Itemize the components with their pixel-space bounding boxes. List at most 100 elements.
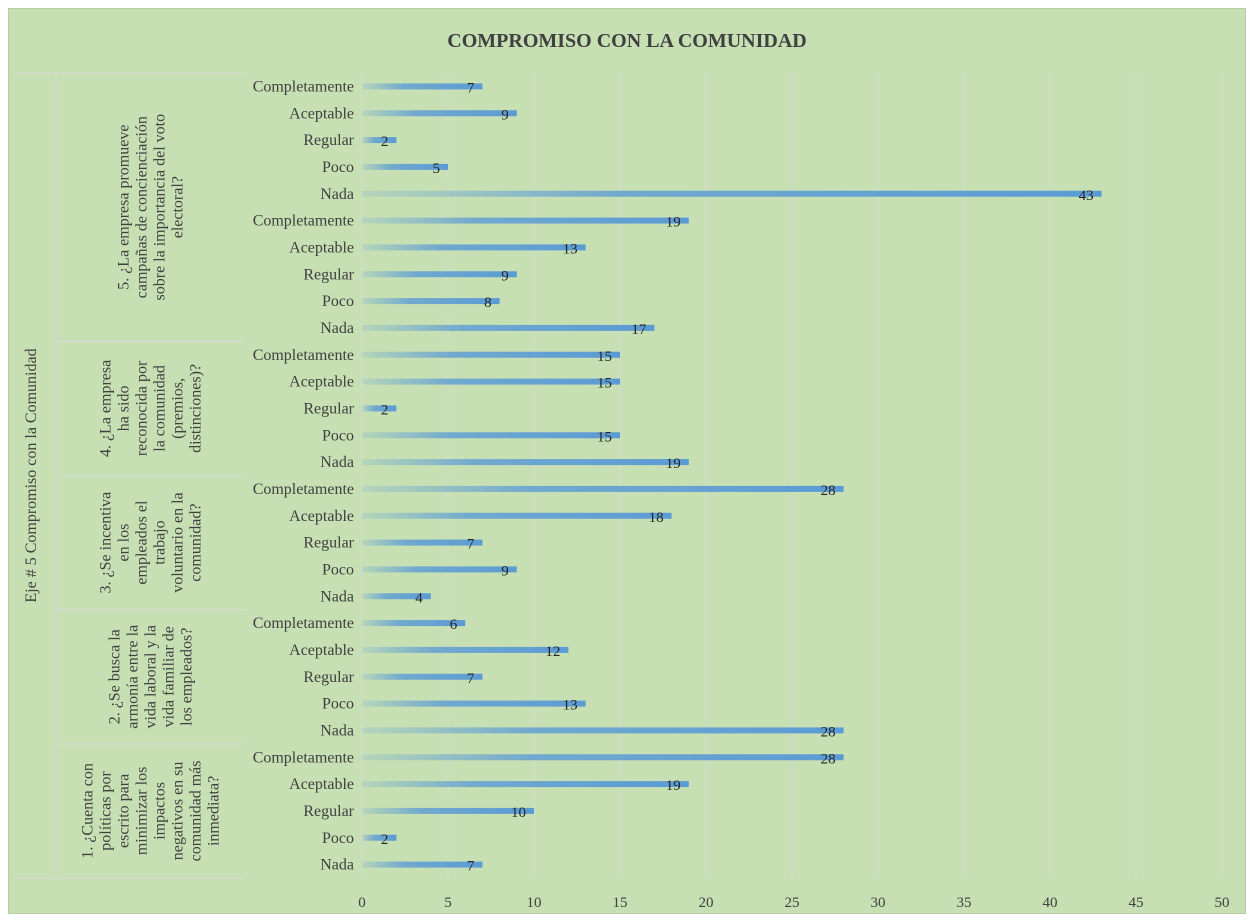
category-label: Nada: [320, 722, 354, 739]
category-label: Aceptable: [289, 239, 354, 256]
data-label: 2: [381, 134, 389, 150]
x-tick-label: 50: [1215, 895, 1230, 911]
bar: [362, 459, 689, 466]
data-label: 5: [433, 161, 441, 177]
x-tick-label: 20: [699, 895, 714, 911]
question-label-line: campañas de concienciación: [134, 116, 151, 298]
category-label: Aceptable: [289, 776, 354, 793]
data-label: 15: [597, 349, 612, 365]
question-label-line: sobre la importancia del voto: [152, 114, 169, 301]
data-label: 7: [467, 671, 475, 687]
bar: [362, 324, 655, 331]
data-label: 7: [467, 80, 475, 96]
category-label: Aceptable: [289, 508, 354, 525]
data-label: 28: [821, 724, 836, 740]
question-label-line: electoral?: [170, 176, 187, 238]
question-label-line: políticas por: [98, 770, 115, 850]
question-label-line: minimizar los: [134, 767, 151, 855]
question-label-line: 4. ¿La empresa: [98, 360, 115, 457]
bar-chart: COMPROMISO CON LA COMUNIDAD 0 5 10 15 20 25 30…: [15, 30, 1230, 911]
question-label-line: ha sido: [116, 386, 133, 432]
x-tick-label: 40: [1043, 895, 1058, 911]
bar: [362, 807, 534, 814]
question-label-line: empleados el: [134, 500, 151, 585]
bar: [362, 673, 483, 680]
question-label-line: armonía entre la: [125, 625, 142, 729]
category-label: Completamente: [253, 347, 354, 364]
bar: [362, 163, 448, 170]
bar: [362, 861, 483, 868]
x-tick-label: 5: [444, 895, 452, 911]
bar: [362, 781, 689, 788]
chart-area: COMPROMISO CON LA COMUNIDAD 0 5 10 15 20 25 30…: [8, 8, 1246, 914]
category-label: Nada: [320, 454, 354, 471]
category-label: Nada: [320, 857, 354, 874]
data-label: 7: [467, 859, 475, 875]
bar: [362, 485, 844, 492]
bar: [362, 110, 517, 117]
bar: [362, 244, 586, 251]
category-label: Nada: [320, 588, 354, 605]
data-label: 28: [821, 483, 836, 499]
data-label: 9: [501, 563, 509, 579]
x-tick-label: 45: [1129, 895, 1144, 911]
question-label-line: (premios,: [170, 378, 187, 439]
bar: [362, 754, 844, 761]
question-label: 3. ¿Se incentiva en los empleados el trabaj…: [98, 492, 205, 594]
data-label: 2: [381, 402, 389, 418]
bar: [362, 727, 844, 734]
data-label: 19: [666, 778, 681, 794]
category-label: Regular: [303, 535, 354, 552]
x-tick-label: 30: [871, 895, 886, 911]
data-label: 19: [666, 456, 681, 472]
bar: [362, 432, 620, 439]
bar: [362, 646, 569, 653]
bar: [362, 593, 431, 600]
question-label-line: trabajo: [152, 520, 169, 564]
category-label: Poco: [322, 830, 354, 847]
question-label-line: 5. ¿La empresa promueve: [116, 125, 133, 290]
category-label: Completamente: [253, 213, 354, 230]
data-label: 15: [597, 429, 612, 445]
x-tick-label: 35: [957, 895, 972, 911]
bar: [362, 83, 483, 90]
data-label: 28: [821, 751, 836, 767]
bar: [362, 405, 397, 412]
question-label-line: 1. ¿Cuenta con: [80, 763, 97, 859]
category-label: Aceptable: [289, 105, 354, 122]
question-label-line: inmediata?: [206, 776, 223, 846]
data-label: 9: [501, 107, 509, 123]
data-label: 8: [484, 295, 492, 311]
x-tick-label: 25: [785, 895, 800, 911]
question-label-line: 2. ¿Se busca la: [107, 629, 124, 724]
data-label: 6: [450, 617, 458, 633]
bar: [362, 834, 397, 841]
bar: [362, 378, 620, 385]
category-label: Regular: [303, 266, 354, 283]
category-label: Completamente: [253, 749, 354, 766]
category-label: Completamente: [253, 78, 354, 95]
question-label: 5. ¿La empresa promueve campañas de conci…: [116, 114, 187, 301]
question-label-line: comunidad?: [188, 503, 205, 581]
data-label: 12: [545, 644, 560, 660]
question-label-line: comunidad más: [188, 760, 205, 861]
bar: [362, 271, 517, 278]
question-label: 1. ¿Cuenta con políticas por escrito para m…: [80, 760, 223, 861]
data-label: 13: [563, 241, 578, 257]
question-label: 4. ¿La empresa ha sido reconocida por la co…: [98, 360, 205, 457]
category-label: Nada: [320, 320, 354, 337]
question-label-line: escrito para: [116, 774, 133, 848]
axis-group-label: Eje # 5 Compromiso con la Comunidad: [23, 348, 40, 602]
bar: [362, 620, 466, 627]
data-label: 15: [597, 376, 612, 392]
question-label-line: en los: [116, 524, 133, 562]
bar: [362, 298, 500, 305]
category-label: Poco: [322, 293, 354, 310]
question-label-line: reconocida por: [134, 360, 151, 456]
category-label: Regular: [303, 132, 354, 149]
data-label: 4: [415, 590, 423, 606]
question-label-line: negativos en su: [170, 762, 187, 861]
x-tick-label: 15: [613, 895, 628, 911]
chart-title: COMPROMISO CON LA COMUNIDAD: [447, 30, 806, 52]
category-label: Poco: [322, 561, 354, 578]
